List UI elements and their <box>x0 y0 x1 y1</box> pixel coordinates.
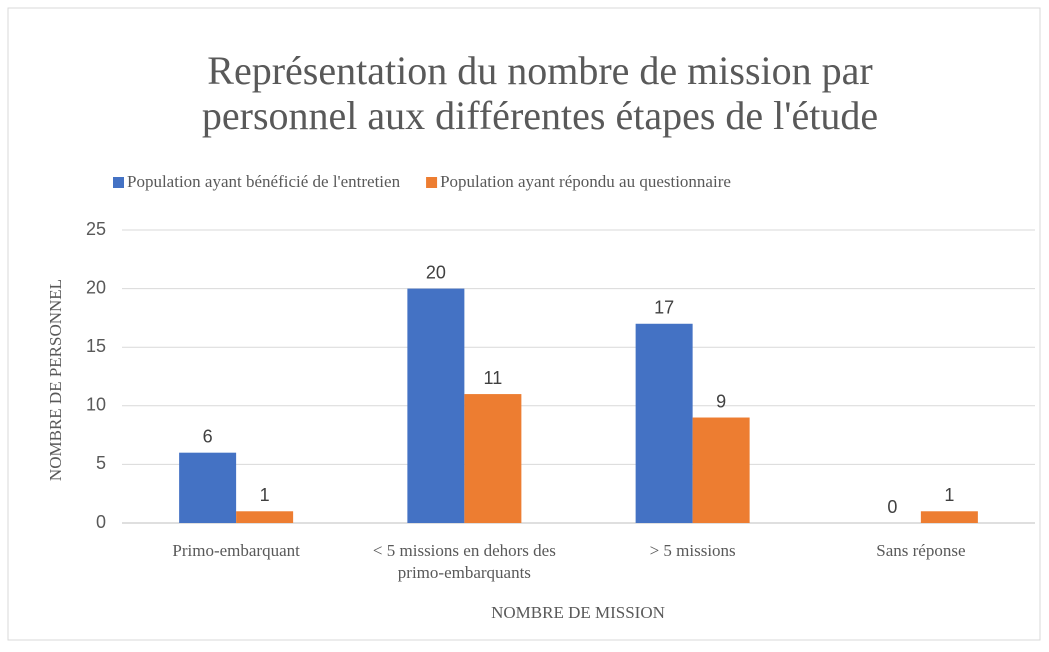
bar <box>407 288 465 523</box>
x-axis-title: NOMBRE DE MISSION <box>491 603 665 622</box>
chart-title: Représentation du nombre de mission par <box>207 48 872 93</box>
chart-title: personnel aux différentes étapes de l'ét… <box>202 93 878 138</box>
x-tick-label: > 5 missions <box>649 541 736 560</box>
legend-label: Population ayant répondu au questionnair… <box>440 172 731 191</box>
chart-border <box>7 7 1041 641</box>
legend-swatch <box>113 177 124 188</box>
data-label: 9 <box>716 391 726 411</box>
data-label: 17 <box>654 298 674 318</box>
legend-swatch <box>426 177 438 188</box>
y-tick-label: 15 <box>86 336 106 356</box>
x-tick-label: Primo-embarquant <box>172 541 300 560</box>
y-tick-label: 10 <box>86 395 106 415</box>
data-label: 0 <box>887 497 897 517</box>
data-label: 20 <box>426 262 446 282</box>
y-axis-title: NOMBRE DE PERSONNEL <box>46 279 65 481</box>
bar <box>236 511 294 523</box>
data-label: 11 <box>484 368 503 388</box>
bar <box>692 417 750 523</box>
data-label: 1 <box>260 485 270 505</box>
data-label: 6 <box>203 426 213 446</box>
x-tick-label: < 5 missions en dehors des primo-embarqu… <box>372 541 556 582</box>
y-tick-label: 0 <box>96 512 106 532</box>
data-label: 1 <box>944 485 954 505</box>
bar <box>179 452 237 523</box>
bar <box>635 323 693 523</box>
y-tick-label: 5 <box>96 453 106 473</box>
y-tick-label: 25 <box>86 219 106 239</box>
y-tick-label: 20 <box>86 277 106 297</box>
bar <box>464 394 522 523</box>
bar <box>920 511 978 523</box>
x-tick-label: Sans réponse <box>876 541 966 560</box>
legend-label: Population ayant bénéficié de l'entretie… <box>127 172 401 191</box>
